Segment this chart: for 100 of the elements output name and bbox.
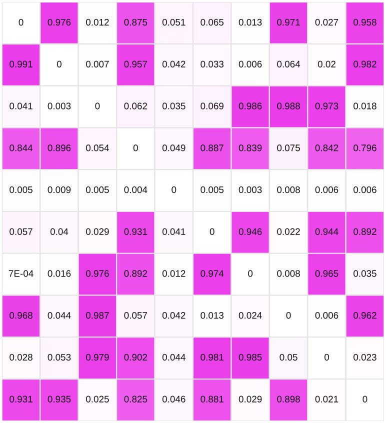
data-label: 0.075	[277, 144, 300, 152]
data-label: 0.902	[124, 354, 148, 361]
data-label: 0.006	[354, 186, 376, 194]
data-label: 0	[248, 270, 253, 277]
data-label: 0.988	[277, 102, 300, 110]
data-label: 0.046	[162, 396, 186, 402]
data-label: 0.023	[354, 354, 376, 361]
data-label: 0.025	[86, 396, 109, 402]
data-label: 0.968	[10, 312, 32, 319]
data-label: 0.013	[238, 18, 262, 26]
data-label: 0.012	[86, 18, 109, 26]
data-label: 0.844	[10, 144, 33, 152]
data-label: 0.875	[124, 18, 148, 26]
data-label: 0.029	[86, 228, 109, 235]
data-label: 0.006	[315, 186, 338, 194]
data-label: 0.022	[277, 228, 300, 235]
data-label: 0.973	[315, 102, 338, 110]
data-label: 0.041	[10, 102, 32, 110]
data-label: 0.027	[315, 18, 338, 26]
data-label: 0	[210, 228, 214, 235]
data-label: 0.021	[315, 396, 338, 402]
data-label: 0.062	[124, 102, 148, 110]
data-label: 0.028	[10, 354, 32, 361]
data-label: 0.005	[200, 186, 224, 194]
data-label: 0.006	[238, 60, 262, 68]
data-label: 0.013	[200, 312, 224, 319]
data-label: 0.974	[200, 270, 224, 277]
data-label: 0.003	[238, 186, 262, 194]
data-label: 0.892	[354, 228, 376, 235]
data-label: 0.796	[354, 144, 376, 152]
data-label: 0.012	[162, 270, 186, 277]
data-label: 0.825	[124, 396, 148, 402]
data-label: 0.931	[124, 228, 148, 235]
data-label: 0.018	[354, 102, 376, 110]
data-label: 0.976	[48, 18, 71, 26]
data-label: 0.04	[50, 228, 68, 235]
data-label: 0.003	[48, 102, 71, 110]
data-label: 0.051	[162, 18, 186, 26]
data-label: 0.035	[354, 270, 376, 277]
data-label: 0.976	[86, 270, 109, 277]
data-label: 0.005	[86, 186, 109, 194]
data-label: 0.049	[162, 144, 186, 152]
data-label: 0.935	[48, 396, 71, 402]
data-label: 0.042	[162, 312, 186, 319]
data-label: 0.887	[200, 144, 224, 152]
data-label: 0.044	[48, 312, 71, 319]
data-label: 0.069	[200, 102, 224, 110]
data-label: 0.02	[318, 60, 336, 68]
data-label: 0	[172, 186, 176, 194]
data-label: 0	[95, 102, 100, 110]
data-label: 0	[133, 144, 138, 152]
data-label: 0.05	[280, 354, 298, 361]
data-label: 0.009	[48, 186, 71, 194]
data-label: 0.057	[10, 228, 32, 235]
data-label: 0.004	[124, 186, 148, 194]
data-label: 0.979	[86, 354, 109, 361]
data-label: 0.007	[86, 60, 109, 68]
data-label: 0.944	[315, 228, 338, 235]
data-label: 0.896	[48, 144, 71, 152]
data-label: 0	[56, 60, 62, 68]
data-label: 0.064	[277, 60, 300, 68]
data-label: 0.991	[10, 60, 32, 68]
data-label: 0.041	[162, 228, 186, 235]
data-label: 0.898	[277, 396, 300, 402]
data-label: 0.065	[200, 18, 224, 26]
data-label: 0.006	[315, 312, 338, 319]
data-label: 7E-04	[8, 270, 34, 277]
data-label: 0.054	[86, 144, 110, 152]
data-label: 0.044	[162, 354, 186, 361]
data-label: 0.981	[200, 354, 224, 361]
data-label: 0.985	[238, 354, 262, 361]
data-label: 0.958	[354, 18, 376, 26]
data-label: 0.839	[238, 144, 262, 152]
data-label: 0.035	[162, 102, 186, 110]
data-label: 0.024	[238, 312, 262, 319]
data-label: 0.008	[277, 270, 300, 277]
data-label: 0.931	[10, 396, 32, 402]
data-label: 0.986	[238, 102, 262, 110]
data-label: 0.016	[48, 270, 71, 277]
data-label: 0.053	[48, 354, 71, 361]
data-label: 0	[286, 312, 291, 319]
data-label: 0.982	[354, 60, 376, 68]
data-label: 0.005	[10, 186, 32, 194]
data-label: 0.892	[124, 270, 148, 277]
data-label: 0.881	[200, 396, 224, 402]
data-label: 0.842	[315, 144, 338, 152]
data-label: 0.946	[238, 228, 262, 235]
data-label: 0	[324, 354, 330, 361]
data-label: 0.987	[86, 312, 109, 319]
data-label: 0.971	[277, 18, 300, 26]
data-label: 0.057	[124, 312, 148, 319]
data-label: 0.042	[162, 60, 186, 68]
data-label: 0.962	[354, 312, 376, 319]
data-label: 0.008	[277, 186, 300, 194]
data-label: 0.965	[315, 270, 338, 277]
data-label: 0	[18, 18, 24, 26]
data-label: 0.033	[200, 60, 224, 68]
data-label: 0.029	[238, 396, 262, 402]
data-label: 0	[362, 396, 368, 402]
data-label: 0.957	[124, 60, 148, 68]
